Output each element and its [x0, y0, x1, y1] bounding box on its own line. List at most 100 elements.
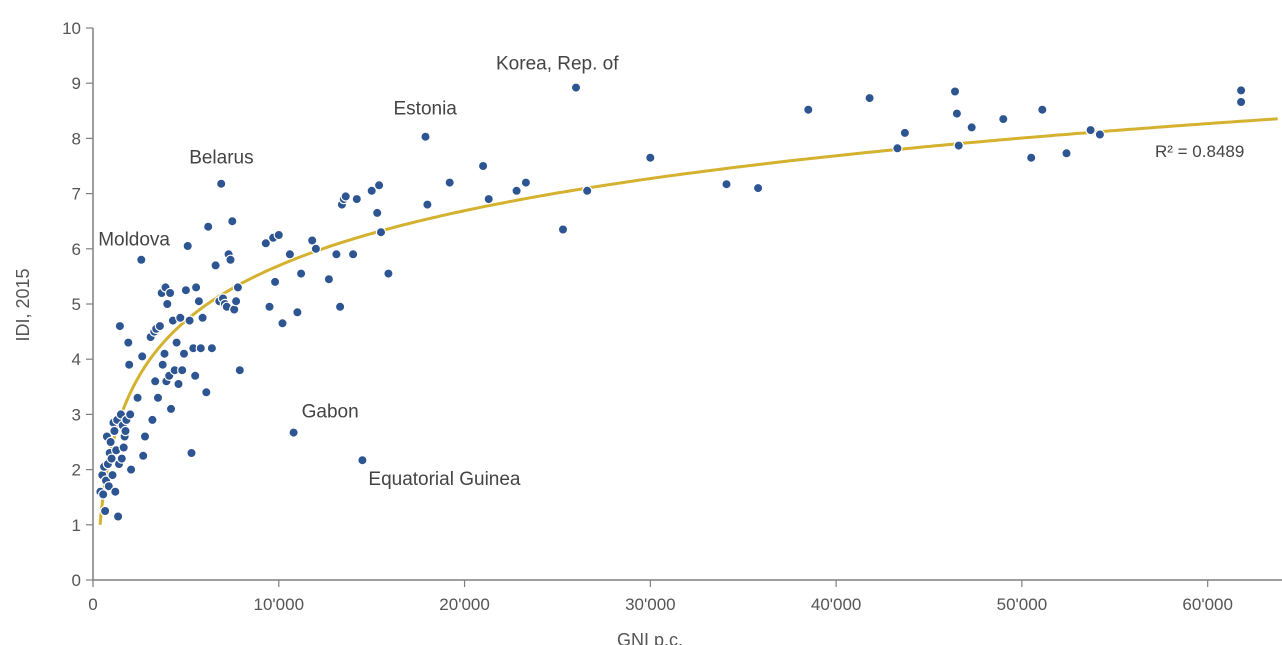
- y-axis-title: IDI, 2015: [13, 268, 33, 341]
- data-point: [645, 152, 656, 163]
- data-point: [112, 511, 124, 522]
- y-tick-label: 8: [72, 129, 81, 148]
- data-point: [1025, 152, 1037, 163]
- data-point: [1037, 104, 1048, 115]
- data-point: [803, 104, 814, 115]
- data-point: [227, 215, 238, 227]
- data-point: [139, 431, 151, 442]
- data-point: [124, 409, 136, 420]
- data-point: [136, 254, 147, 265]
- data-point: [195, 343, 206, 354]
- data-point: [202, 221, 214, 232]
- data-point: [197, 312, 208, 323]
- data-point: [284, 249, 296, 260]
- data-point: [123, 337, 134, 348]
- x-tick-label: 0: [88, 595, 97, 614]
- data-point: [375, 226, 387, 238]
- data-point: [159, 348, 170, 359]
- data-point: [334, 301, 346, 312]
- data-point: [420, 131, 431, 142]
- x-tick-label: 20'000: [439, 595, 490, 614]
- y-tick-label: 6: [72, 240, 81, 259]
- data-point: [1235, 85, 1247, 96]
- data-point: [149, 376, 161, 387]
- data-point: [106, 453, 117, 464]
- data-point: [157, 359, 168, 370]
- data-point: [721, 178, 732, 190]
- data-point: [1085, 124, 1096, 136]
- annotation-label: Belarus: [189, 148, 253, 169]
- trendline-layer: [98, 117, 1278, 525]
- data-point: [357, 455, 368, 466]
- data-point: [752, 182, 764, 194]
- data-point: [189, 370, 201, 381]
- x-tick-label: 50'000: [997, 595, 1048, 614]
- y-tick-label: 3: [72, 405, 81, 424]
- data-point: [310, 243, 322, 254]
- annotations-layer: Korea, Rep. of Estonia Belarus Moldova Gabon…: [98, 54, 619, 491]
- data-point: [147, 414, 158, 426]
- data-point: [953, 140, 964, 151]
- data-point: [477, 160, 489, 172]
- points-layer: [95, 82, 1247, 522]
- annotation-label: Korea, Rep. of: [496, 54, 619, 75]
- y-tick-label: 1: [72, 516, 81, 535]
- data-point: [340, 191, 351, 202]
- data-point: [171, 337, 182, 348]
- data-point: [570, 82, 582, 93]
- data-point: [120, 425, 131, 437]
- data-point: [372, 207, 383, 219]
- x-tick-label: 30'000: [625, 595, 676, 614]
- data-point: [225, 254, 236, 265]
- data-point: [178, 348, 190, 359]
- data-point: [557, 224, 569, 235]
- data-point: [264, 301, 275, 312]
- data-point: [949, 86, 961, 97]
- y-tick-label: 7: [72, 185, 81, 204]
- data-point: [165, 403, 177, 415]
- data-point: [182, 240, 193, 252]
- data-point: [206, 343, 218, 354]
- y-tick-label: 9: [72, 74, 81, 93]
- data-point: [483, 193, 494, 205]
- data-point: [1235, 96, 1247, 108]
- data-point: [110, 486, 121, 497]
- data-point: [1094, 129, 1106, 140]
- annotation-label: Estonia: [394, 99, 458, 120]
- data-point: [444, 177, 455, 188]
- y-tick-label: 4: [72, 350, 81, 369]
- data-point: [998, 113, 1009, 125]
- data-point: [123, 359, 135, 370]
- data-point: [186, 447, 197, 459]
- y-tick-label: 10: [62, 19, 81, 38]
- data-point: [232, 282, 244, 293]
- data-point: [109, 425, 120, 437]
- data-point: [114, 320, 126, 332]
- data-point: [154, 320, 166, 332]
- data-point: [1061, 148, 1072, 159]
- y-tick-label: 0: [72, 571, 81, 590]
- data-point: [323, 274, 335, 285]
- data-point: [892, 143, 903, 154]
- data-point: [260, 238, 271, 249]
- x-tick-label: 10'000: [254, 595, 305, 614]
- data-point: [99, 505, 111, 517]
- annotation-label: Gabon: [302, 402, 359, 423]
- data-point: [331, 249, 342, 260]
- data-point: [351, 193, 362, 205]
- data-point: [193, 296, 205, 307]
- data-point: [116, 453, 128, 464]
- data-point: [210, 260, 221, 271]
- data-point: [118, 442, 129, 453]
- annotation-label: Moldova: [98, 229, 170, 250]
- data-point: [347, 249, 359, 260]
- data-point: [422, 199, 433, 210]
- data-point: [175, 312, 186, 323]
- data-point: [292, 307, 303, 318]
- data-point: [132, 392, 143, 403]
- data-point: [103, 481, 115, 492]
- data-point: [966, 122, 977, 133]
- data-point: [899, 127, 911, 139]
- data-point: [373, 180, 385, 191]
